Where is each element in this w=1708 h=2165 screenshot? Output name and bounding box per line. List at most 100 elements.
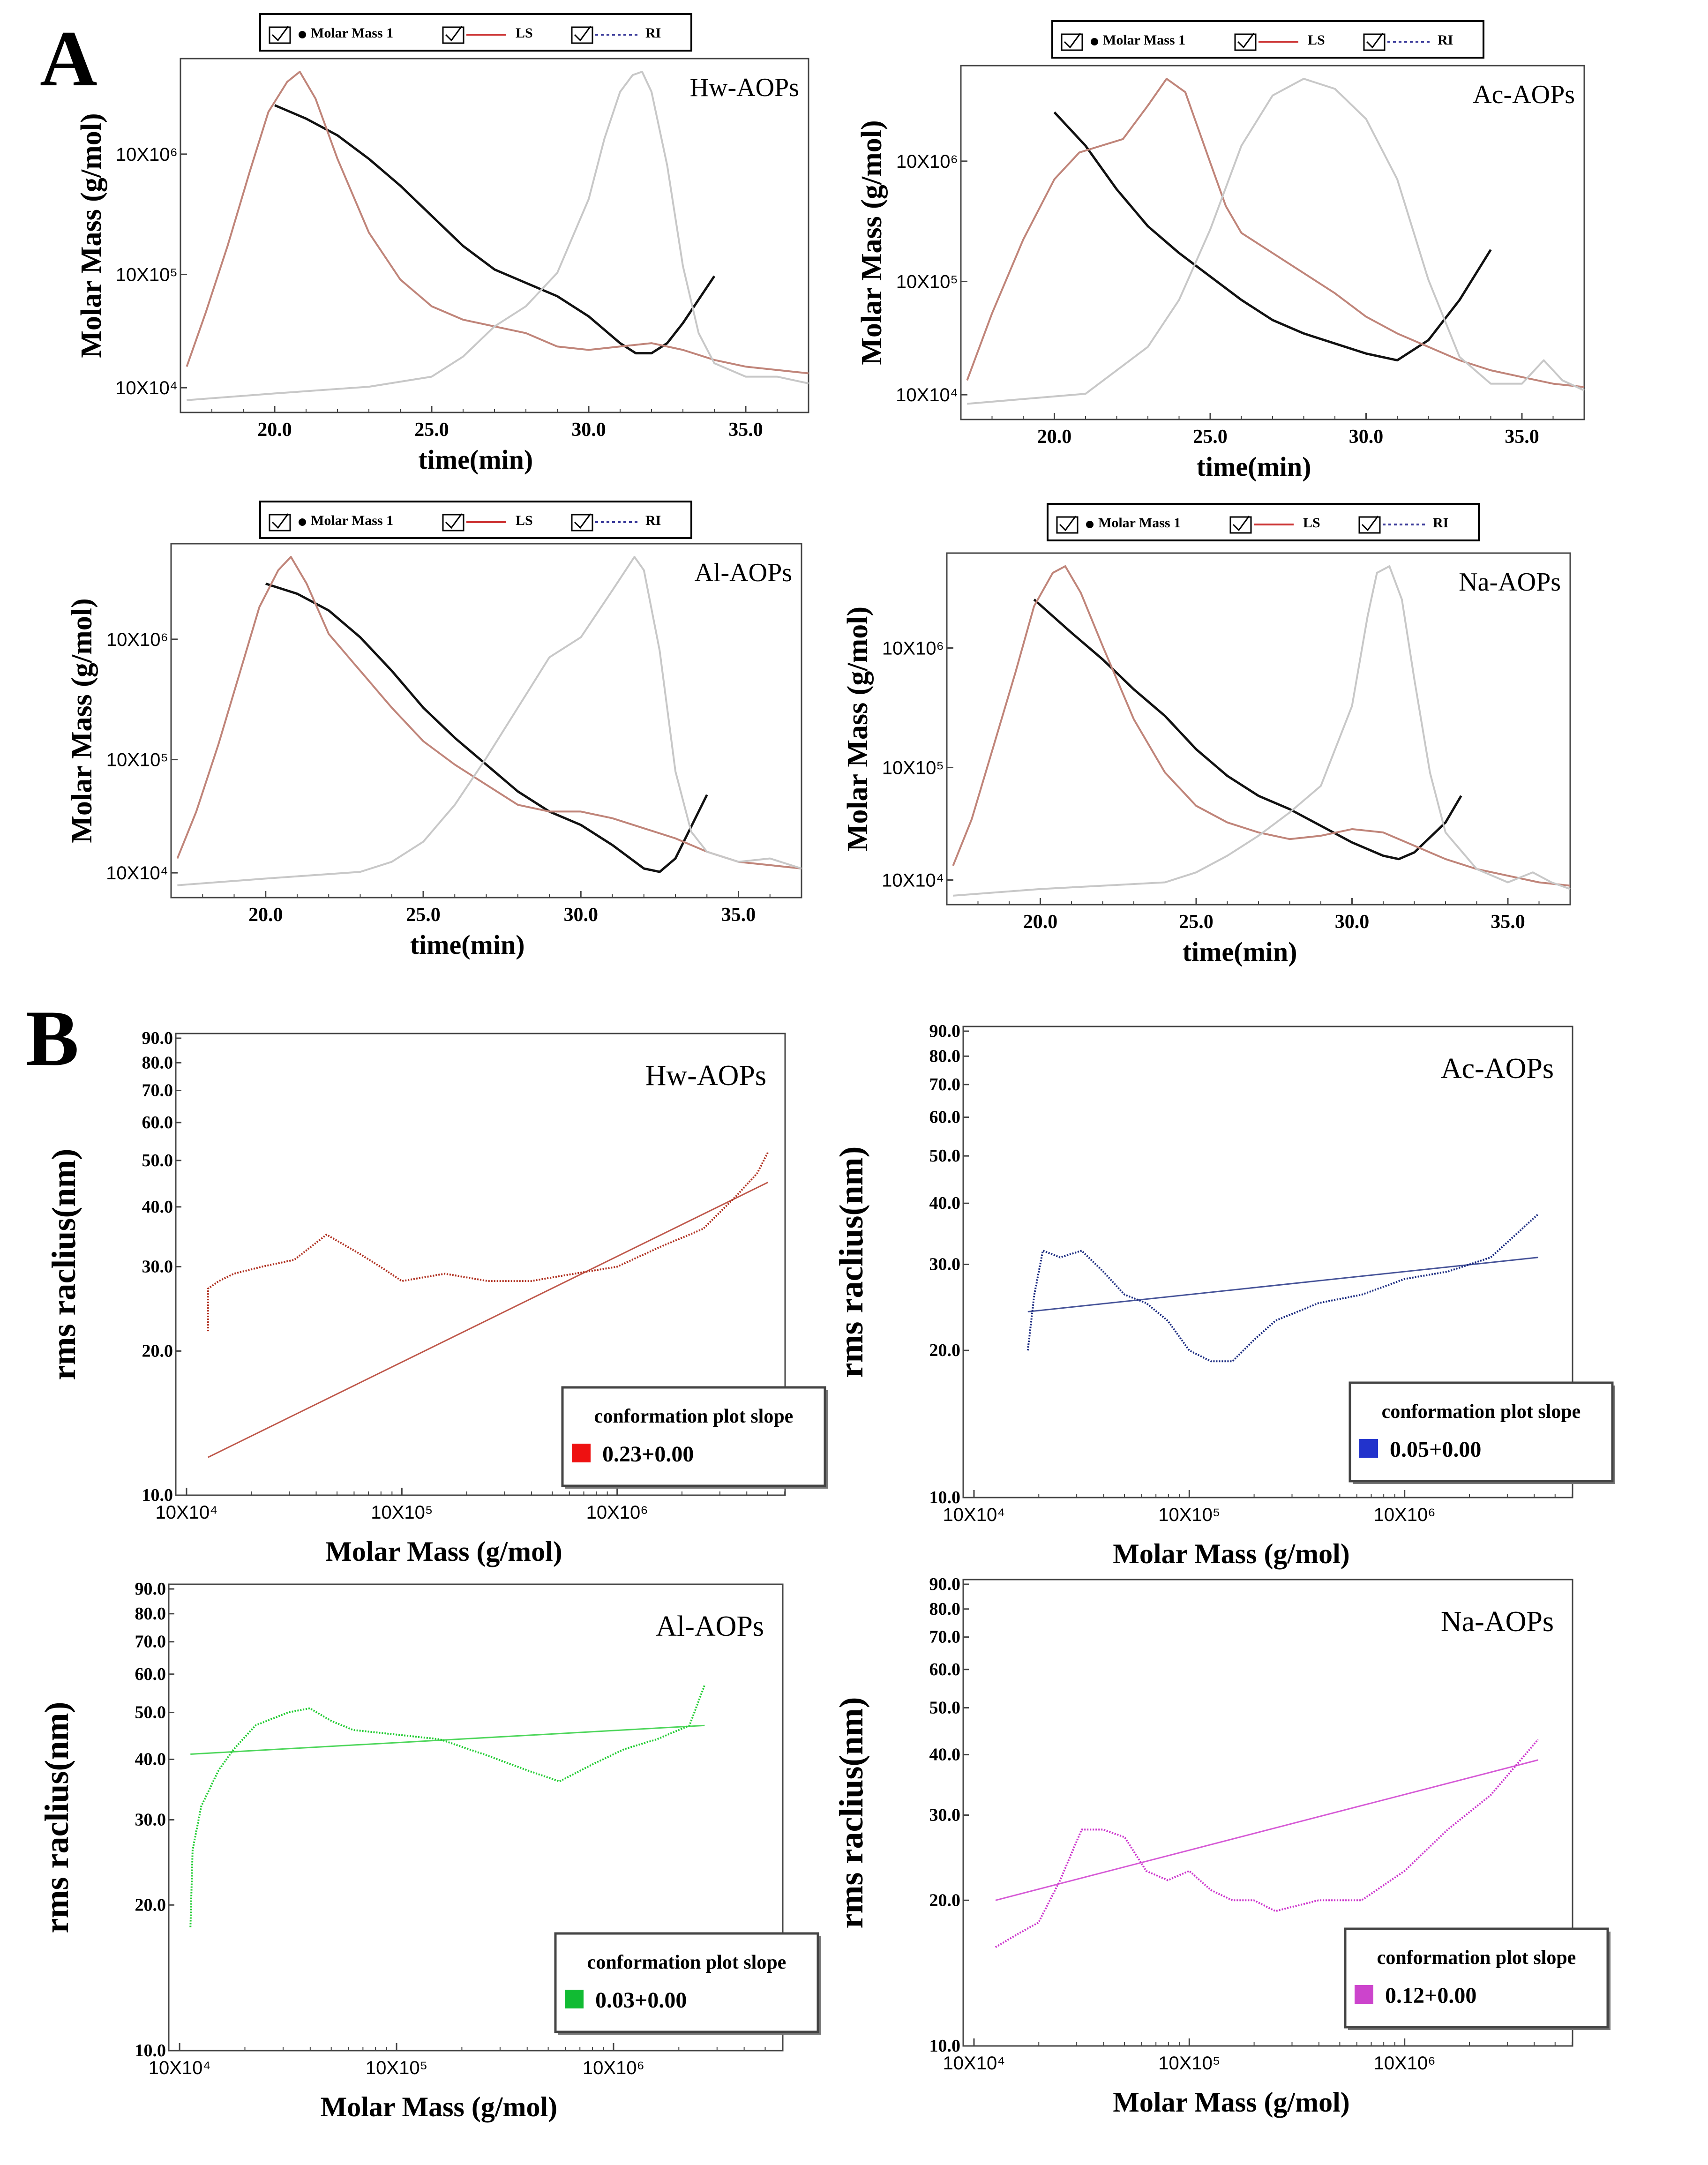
elution-3-legend-ls-checkbox-box <box>442 514 464 532</box>
conformation-20-slope-value: 0.05+0.00 <box>1390 1437 1481 1462</box>
conformation-30-xlabel: Molar Mass (g/mol) <box>321 2091 557 2122</box>
conformation-20-ytick-label: 90.0 <box>929 1021 961 1041</box>
elution-4-legend-ri-label: RI <box>1433 515 1448 531</box>
elution-2-legend-ls-label: LS <box>1308 32 1325 48</box>
elution-4-legend <box>1047 503 1480 541</box>
elution-4-legend-molar-dot <box>1086 521 1094 528</box>
conformation-30-xtick-label: 10X10⁴ <box>149 2058 211 2078</box>
elution-3-ytick-label: 10X10⁴ <box>106 863 168 884</box>
elution-3-title: Al-AOPs <box>695 558 792 587</box>
elution-3-legend-ri-checkbox-box <box>571 514 593 532</box>
elution-1-legend-molar-dot <box>299 31 306 38</box>
elution-1-title: Hw-AOPs <box>690 73 799 102</box>
conformation-30-ytick-label: 20.0 <box>135 1895 166 1915</box>
elution-2-xtick-label: 30.0 <box>1349 426 1384 448</box>
elution-4-ytick-label: 10X10⁶ <box>882 638 944 659</box>
elution-4-legend-molar-label: Molar Mass 1 <box>1098 515 1181 531</box>
elution-2-ytick-label: 10X10⁵ <box>896 272 958 292</box>
conformation-20-series-rms-radius <box>1026 1214 1539 1363</box>
conformation-30-ytick-label: 70.0 <box>135 1632 166 1652</box>
conformation-10-slope-title: conformation plot slope <box>594 1406 794 1427</box>
conformation-20-ytick-label: 30.0 <box>929 1255 961 1274</box>
conformation-10-series-fit-line <box>208 1182 768 1458</box>
elution-3-legend-ls-label: LS <box>516 513 533 528</box>
conformation-30-ytick-label: 60.0 <box>135 1664 166 1684</box>
conformation-20-slope-swatch <box>1359 1439 1378 1458</box>
conformation-20-ytick-label: 50.0 <box>929 1146 961 1166</box>
conformation-20-ytick-label: 60.0 <box>929 1108 961 1127</box>
elution-4-legend-molar-checkbox-box <box>1056 516 1079 534</box>
elution-2-legend-molar-label: Molar Mass 1 <box>1103 32 1185 48</box>
conformation-10-ytick-label: 90.0 <box>142 1028 173 1048</box>
conformation-10-ytick-label: 30.0 <box>142 1257 173 1277</box>
elution-2-plot-frame <box>960 65 1585 420</box>
conformation-40-xtick-label: 10X10⁵ <box>1158 2053 1220 2074</box>
elution-2-series-ls <box>966 78 1585 388</box>
elution-4-xtick-label: 25.0 <box>1179 911 1214 933</box>
elution-3-series-ri <box>177 556 802 886</box>
elution-1-ytick-label: 10X10⁵ <box>116 265 178 285</box>
elution-3-legend-ls-checkbox-check-icon <box>445 513 463 529</box>
elution-4-xtick-label: 35.0 <box>1491 911 1525 933</box>
conformation-20-title: Ac-AOPs <box>1441 1053 1554 1085</box>
conformation-40-xtick-label: 10X10⁶ <box>1374 2053 1436 2074</box>
elution-3-legend-molar-dot <box>299 518 306 526</box>
elution-4-series-ri <box>953 565 1571 897</box>
conformation-40-slope-title: conformation plot slope <box>1377 1947 1576 1969</box>
conformation-20-ylabel: rms raclius(nm) <box>832 1146 870 1378</box>
elution-1-legend-ls-checkbox-check-icon <box>445 26 463 42</box>
conformation-10-xlabel: Molar Mass (g/mol) <box>325 1536 562 1567</box>
conformation-20-series-fit-line <box>1027 1257 1538 1313</box>
elution-3-series-ls <box>176 556 802 869</box>
conformation-10-xtick-label: 10X10⁵ <box>371 1502 433 1523</box>
conformation-30-ytick-label: 80.0 <box>135 1604 166 1624</box>
elution-1-legend-ri-label: RI <box>645 25 661 41</box>
conformation-30-ytick-label: 50.0 <box>135 1703 166 1723</box>
elution-1-legend-frame <box>259 13 692 52</box>
conformation-10-slope-value: 0.23+0.00 <box>602 1442 694 1467</box>
conformation-40-series-fit-line <box>995 1759 1538 1901</box>
elution-4-legend-ri-checkbox-box <box>1358 516 1381 534</box>
conformation-40-xlabel: Molar Mass (g/mol) <box>1113 2087 1349 2118</box>
conformation-30-ylabel: rms raclius(nm) <box>38 1702 75 1933</box>
elution-2-title: Ac-AOPs <box>1473 80 1575 109</box>
elution-2-legend-ri-checkbox <box>1363 33 1386 51</box>
elution-4-xtick-label: 30.0 <box>1335 911 1370 933</box>
conformation-10-ytick-label: 80.0 <box>142 1053 173 1072</box>
conformation-30-slope-box <box>554 1932 821 2035</box>
elution-1-legend-molar-checkbox-box <box>269 26 291 44</box>
conformation-10-plot-frame <box>175 1033 786 1496</box>
elution-1-legend-ls-checkbox <box>442 26 464 44</box>
conformation-20-ytick-label: 10.0 <box>929 1488 961 1507</box>
elution-2-series-ri <box>967 78 1585 405</box>
elution-3-legend-ri-checkbox-check-icon <box>574 513 592 529</box>
elution-2-legend-ri-label: RI <box>1438 32 1453 48</box>
elution-3-legend <box>259 501 692 539</box>
conformation-30-ytick-label: 10.0 <box>135 2041 166 2060</box>
conformation-20-ytick-label: 20.0 <box>929 1341 961 1360</box>
conformation-40-ytick-label: 70.0 <box>929 1627 961 1647</box>
elution-3-ytick-label: 10X10⁶ <box>106 629 168 650</box>
elution-4-legend-ls-checkbox <box>1229 516 1252 534</box>
elution-1-legend <box>259 13 692 52</box>
conformation-10-slope-box-frame <box>561 1386 826 1487</box>
elution-2-xtick-label: 25.0 <box>1193 426 1228 448</box>
elution-3-legend-ri-checkbox <box>571 513 593 532</box>
conformation-40-ytick-label: 80.0 <box>929 1599 961 1619</box>
elution-2-ytick-label: 10X10⁶ <box>896 151 958 172</box>
conformation-30-ytick-label: 40.0 <box>135 1750 166 1769</box>
elution-3-legend-molar-checkbox-check-icon <box>271 513 289 529</box>
elution-4-legend-frame <box>1047 503 1480 541</box>
conformation-40-ytick-label: 10.0 <box>929 2036 961 2056</box>
conformation-40-plot-frame <box>962 1579 1573 2047</box>
conformation-10-ylabel: rms raclius(nm) <box>45 1149 82 1380</box>
elution-2-ytick-label: 10X10⁴ <box>896 385 958 405</box>
elution-4-title: Na-AOPs <box>1459 568 1561 597</box>
conformation-40-xtick-label: 10X10⁴ <box>943 2053 1005 2074</box>
elution-1-legend-ls-checkbox-box <box>442 26 464 44</box>
conformation-20-xtick-label: 10X10⁵ <box>1158 1505 1220 1525</box>
elution-1-ytick-label: 10X10⁴ <box>115 378 178 398</box>
elution-4-legend-molar-checkbox-check-icon <box>1059 516 1077 532</box>
elution-2-legend-ls-checkbox-check-icon <box>1237 33 1255 49</box>
elution-3-legend-ls-checkbox <box>442 513 464 532</box>
